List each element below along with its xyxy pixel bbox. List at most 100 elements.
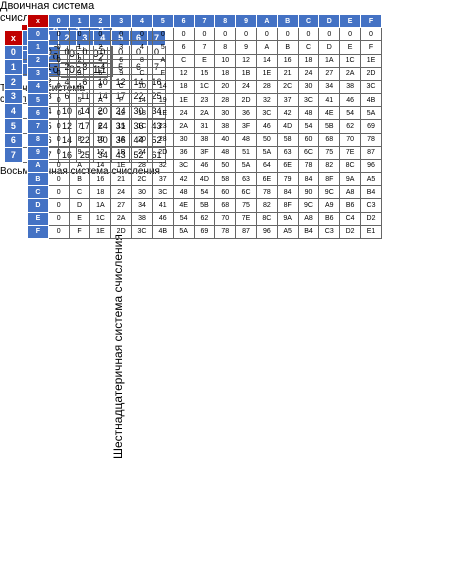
product-cell: 0 xyxy=(360,27,382,42)
product-cell: 28 xyxy=(151,132,174,147)
product-cell: 18 xyxy=(131,106,153,121)
product-cell: 8C xyxy=(339,158,361,174)
product-cell: F xyxy=(110,93,133,108)
product-cell: 3F xyxy=(193,145,216,160)
product-cell: 0 xyxy=(47,93,70,108)
product-cell: 46 xyxy=(339,93,361,108)
product-cell: 62 xyxy=(193,211,216,226)
row-header-cell: A xyxy=(27,158,49,174)
product-cell: 2 xyxy=(68,53,91,68)
product-cell: F xyxy=(68,224,91,240)
product-cell: 34 xyxy=(318,79,341,95)
product-cell: 12 xyxy=(89,145,112,160)
product-cell: 3C xyxy=(131,224,153,240)
product-cell: 14 xyxy=(89,158,112,174)
product-cell: 12 xyxy=(110,106,133,121)
product-cell: 20 xyxy=(214,79,237,95)
table-row: E 0 E 1C 2A 38 46 54 62 70 7E 8C 9A A8 B6 C4 D2 xyxy=(27,211,382,226)
product-cell: 28 xyxy=(131,158,153,174)
product-cell: 50 xyxy=(255,132,278,147)
header-cell: 7 xyxy=(193,13,216,29)
product-cell: 5 xyxy=(68,93,91,108)
product-cell: 2A xyxy=(110,211,133,226)
header-cell: D xyxy=(318,13,341,29)
row-header-cell: 7 xyxy=(4,147,23,163)
product-cell: 12 xyxy=(172,66,195,81)
product-cell: 63 xyxy=(235,172,257,187)
product-cell: 70 xyxy=(214,211,237,226)
product-cell: 1E xyxy=(360,53,382,68)
header-cell: E xyxy=(339,13,361,29)
product-cell: E xyxy=(193,53,216,68)
product-cell: 16 xyxy=(276,53,299,68)
product-cell: 1E xyxy=(151,106,174,121)
product-cell: D xyxy=(318,40,341,55)
product-cell: 6E xyxy=(255,172,278,187)
product-cell: 0 xyxy=(47,53,70,68)
product-cell: 4E xyxy=(172,198,195,213)
product-cell: 50 xyxy=(214,158,237,174)
product-cell: 1E xyxy=(89,224,112,240)
product-cell: C3 xyxy=(318,224,341,240)
product-cell: E xyxy=(339,40,361,55)
product-cell: 0 xyxy=(89,27,112,42)
product-cell: 0 xyxy=(47,198,70,213)
product-cell: D2 xyxy=(360,211,382,226)
product-cell: 0 xyxy=(297,27,320,42)
product-cell: 58 xyxy=(214,172,237,187)
product-cell: B6 xyxy=(339,198,361,213)
table-row: A 0 A 14 1E 28 32 3C 46 50 5A 64 6E 78 82 8C 96 xyxy=(27,158,382,174)
product-cell: 24 xyxy=(172,106,195,121)
product-cell: 24 xyxy=(297,66,320,81)
row-header-cell: 4 xyxy=(4,103,23,119)
product-cell: 2D xyxy=(360,66,382,81)
product-cell: C xyxy=(172,53,195,68)
product-cell: 28 xyxy=(214,93,237,108)
product-cell: 0 xyxy=(318,27,341,42)
product-cell: 18 xyxy=(214,66,237,81)
product-cell: 0 xyxy=(131,27,153,42)
product-cell: 3C xyxy=(297,93,320,108)
row-header-cell: B xyxy=(27,172,49,187)
product-cell: C4 xyxy=(339,211,361,226)
product-cell: 38 xyxy=(131,211,153,226)
header-cell: A xyxy=(255,13,278,29)
product-cell: 0 xyxy=(151,27,174,42)
product-cell: 8 xyxy=(89,79,112,95)
row-header-cell: 4 xyxy=(27,79,49,95)
product-cell: C xyxy=(110,79,133,95)
product-cell: 2 xyxy=(89,40,112,55)
product-cell: 0 xyxy=(47,158,70,174)
product-cell: 96 xyxy=(360,158,382,174)
product-cell: B6 xyxy=(318,211,341,226)
table-row: C 0 C 18 24 30 3C 48 54 60 6C 78 84 90 9C A8 B4 xyxy=(27,185,382,200)
product-cell: 0 xyxy=(110,27,133,42)
product-cell: A xyxy=(151,53,174,68)
product-cell: 38 xyxy=(339,79,361,95)
product-cell: 1B xyxy=(110,145,133,160)
product-cell: 69 xyxy=(193,224,216,240)
row-header-cell: 1 xyxy=(4,59,23,75)
table-row: 7 0 7 E 15 1C 23 2A 31 38 3F 46 4D 54 5B 62 69 xyxy=(27,119,382,134)
row-header-cell: C xyxy=(27,185,49,200)
product-cell: 42 xyxy=(276,106,299,121)
product-cell: 4 xyxy=(131,40,153,55)
product-cell: 2C xyxy=(131,172,153,187)
table-row: F 0 F 1E 2D 3C 4B 5A 69 78 87 96 A5 B4 C3 D2 E1 xyxy=(27,224,382,240)
product-cell: 54 xyxy=(193,185,216,200)
product-cell: 75 xyxy=(318,145,341,160)
product-cell: 6 xyxy=(110,53,133,68)
product-cell: 63 xyxy=(276,145,299,160)
product-cell: 2D xyxy=(235,93,257,108)
product-cell: 18 xyxy=(89,185,112,200)
product-cell: 15 xyxy=(193,66,216,81)
product-cell: 9C xyxy=(318,185,341,200)
product-cell: 6 xyxy=(68,106,91,121)
product-cell: A5 xyxy=(276,224,299,240)
product-cell: 75 xyxy=(235,198,257,213)
product-cell: 1E xyxy=(172,93,195,108)
product-cell: 48 xyxy=(235,132,257,147)
product-cell: 0 xyxy=(214,27,237,42)
product-cell: 54 xyxy=(172,211,195,226)
product-cell: 84 xyxy=(297,172,320,187)
